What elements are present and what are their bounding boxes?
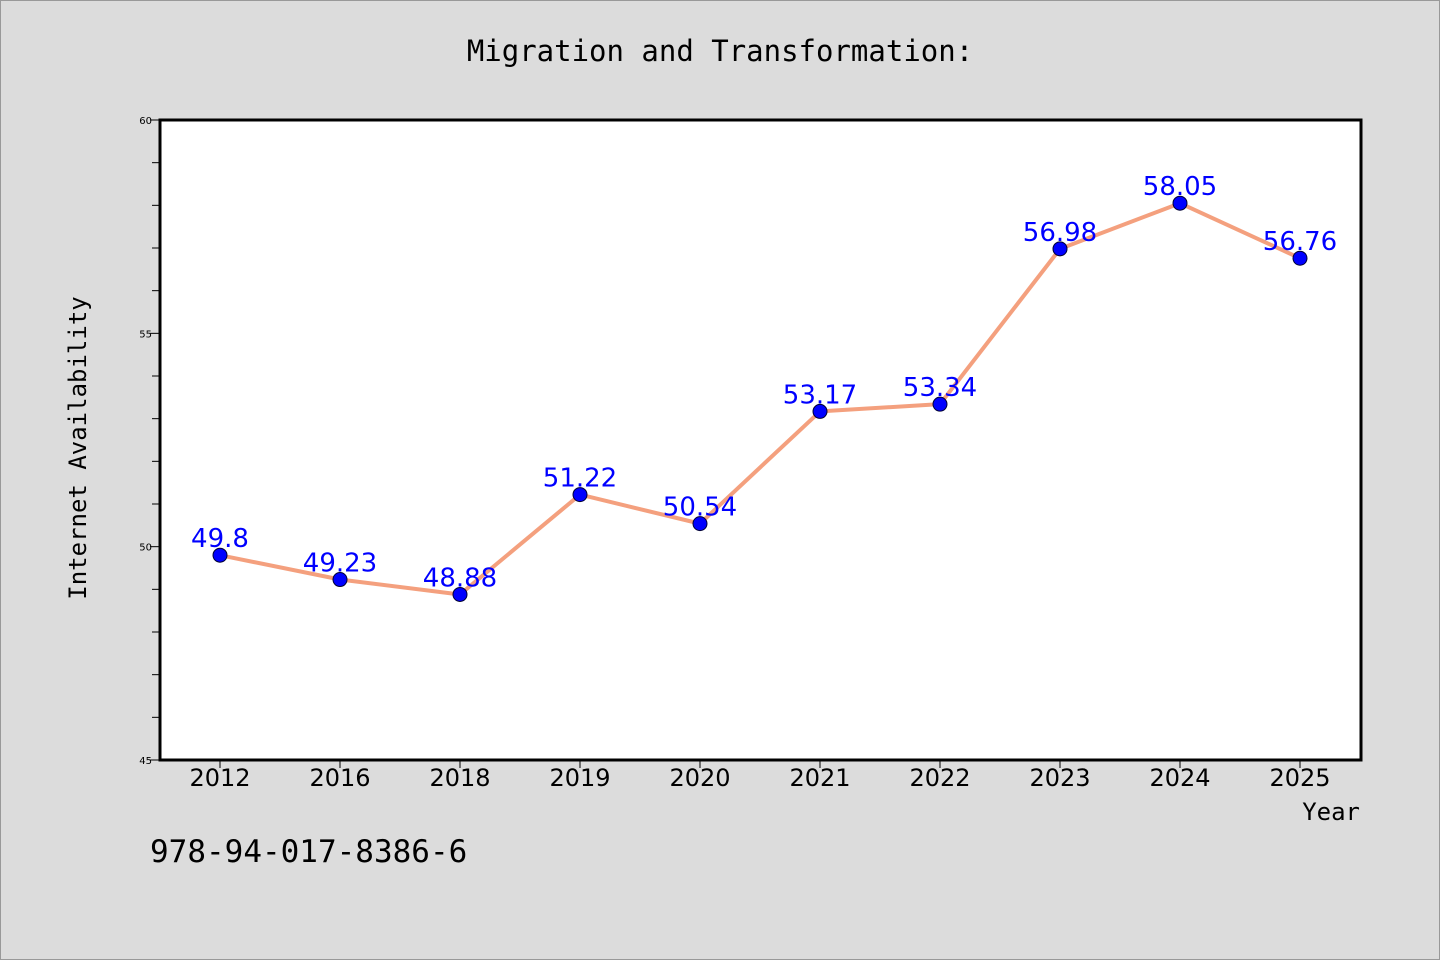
x-tick-label: 2022 <box>909 764 970 792</box>
y-axis-ticks: 45 50 55 60 <box>139 116 160 767</box>
data-label: 53.17 <box>783 380 857 410</box>
data-point <box>332 572 348 588</box>
x-tick-label: 2020 <box>669 764 730 792</box>
data-label: 53.34 <box>903 373 977 403</box>
data-point <box>692 516 708 532</box>
data-label: 58.05 <box>1143 172 1217 202</box>
y-tick-label: 50 <box>139 543 152 554</box>
x-tick-label: 2024 <box>1149 764 1210 792</box>
isbn-footnote: 978-94-017-8386-6 <box>150 834 468 870</box>
x-axis-label: Year <box>1302 798 1360 826</box>
y-tick-label: 45 <box>139 756 152 767</box>
series-line <box>219 201 1301 597</box>
data-point <box>932 396 948 412</box>
x-tick-label: 2018 <box>429 764 490 792</box>
data-label: 49.23 <box>303 549 377 579</box>
x-tick-label: 2019 <box>549 764 610 792</box>
chart-title: Migration and Transformation: <box>466 34 974 68</box>
data-point <box>452 586 468 602</box>
x-tick-label: 2016 <box>309 764 370 792</box>
data-point <box>1052 241 1068 257</box>
data-point <box>1172 195 1188 211</box>
data-point <box>1292 250 1308 266</box>
y-tick-label: 55 <box>139 329 152 340</box>
y-axis-label: Internet Availability <box>64 296 92 599</box>
data-point <box>572 487 588 503</box>
x-tick-label: 2012 <box>189 764 250 792</box>
data-label: 48.88 <box>423 563 497 593</box>
data-label: 56.98 <box>1023 218 1097 248</box>
x-tick-label: 2025 <box>1269 764 1330 792</box>
data-point <box>812 403 828 419</box>
x-tick-label: 2021 <box>789 764 850 792</box>
series-group <box>212 195 1308 602</box>
data-label: 51.22 <box>543 464 617 494</box>
data-point <box>212 547 228 563</box>
data-label: 56.76 <box>1263 227 1337 257</box>
data-labels: 49.8 49.23 48.88 51.22 50.54 53.17 53.34 56.98 5… <box>191 172 1337 593</box>
data-label: 50.54 <box>663 493 737 523</box>
data-label: 49.8 <box>191 524 249 554</box>
x-tick-label: 2023 <box>1029 764 1090 792</box>
plot-area <box>158 118 1363 762</box>
y-tick-label: 60 <box>139 116 152 127</box>
x-axis-ticks: 2012 2016 2018 2019 2020 2021 2022 2023 2024 2025 <box>189 760 1331 792</box>
